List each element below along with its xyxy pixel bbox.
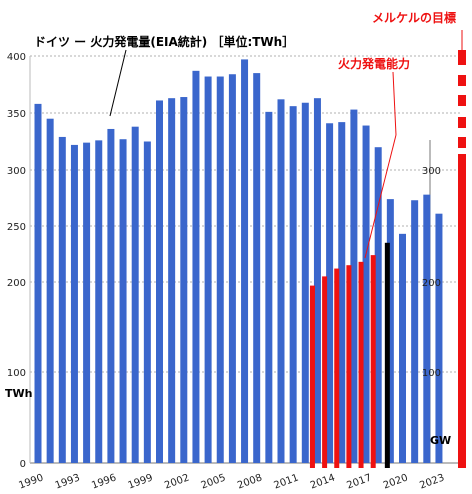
x-tick-1990: 1990	[17, 472, 45, 491]
merkel-dash-1	[458, 75, 466, 86]
bar-2015	[338, 122, 346, 464]
generation-bars	[34, 59, 443, 464]
left-tick-0: 0	[20, 459, 26, 470]
bar-2017	[362, 125, 370, 463]
x-tick-2020: 2020	[382, 472, 410, 491]
capacity-leader-line-2	[364, 134, 397, 259]
merkel-dash-4	[458, 137, 466, 148]
bar-2016	[350, 109, 358, 463]
x-tick-2002: 2002	[163, 472, 191, 491]
bar-1990	[34, 103, 42, 463]
bar-2022	[423, 194, 431, 463]
right-axis-label: GW	[430, 434, 451, 447]
bar-2002	[180, 97, 188, 463]
x-axis-ticks: 1990 1993 1996 1999 2002 2005 2008 2011 2014 2017…	[17, 472, 446, 491]
right-tick-100: 100	[422, 368, 441, 379]
bar-2000	[156, 100, 163, 464]
left-tick-300: 300	[7, 166, 26, 177]
left-tick-100: 100	[7, 368, 26, 379]
right-tick-300: 300	[422, 166, 441, 177]
merkel-target-marker	[458, 30, 466, 468]
bar-2004	[204, 76, 212, 464]
title-leader-line	[109, 49, 127, 117]
merkel-column	[458, 154, 466, 468]
bar-2007	[241, 59, 249, 464]
bar-1994	[83, 142, 91, 463]
bar-1991	[46, 118, 54, 463]
capacity-bar-2016	[346, 265, 352, 468]
capacity-bar-2015	[334, 268, 340, 468]
left-tick-400: 400	[7, 52, 26, 63]
bar-2019	[386, 199, 394, 463]
x-tick-2008: 2008	[236, 472, 264, 491]
capacity-annotation: 火力発電能力	[338, 56, 410, 71]
left-tick-250: 250	[7, 222, 26, 233]
bar-1992	[58, 136, 66, 463]
merkel-dash-0	[458, 50, 466, 65]
bar-2023	[435, 213, 443, 463]
bar-2009	[265, 111, 273, 464]
highlight-bar-2019	[384, 242, 390, 468]
chart-title: ドイツ ー 火力発電量(EIA統計) ［単位:TWh］	[34, 34, 294, 49]
bar-2010	[277, 99, 285, 463]
x-tick-2023: 2023	[418, 472, 446, 491]
merkel-dash-2	[458, 95, 466, 106]
bar-2012	[301, 102, 309, 464]
annotation-leader-lines	[109, 49, 397, 259]
x-tick-1993: 1993	[54, 472, 82, 491]
x-tick-2017: 2017	[345, 472, 373, 491]
capacity-bar-2014	[322, 276, 328, 468]
bar-2014	[326, 123, 334, 463]
bar-1993	[70, 144, 78, 464]
x-tick-2014: 2014	[309, 472, 337, 491]
x-tick-1996: 1996	[90, 472, 118, 491]
x-tick-2005: 2005	[200, 472, 228, 491]
left-axis-label: TWh	[5, 387, 32, 400]
merkel-dash-3	[458, 117, 466, 128]
bar-2021	[411, 200, 419, 464]
bar-1997	[119, 139, 127, 463]
merkel-annotation: メルケルの目標	[372, 10, 456, 25]
bar-2006	[228, 74, 236, 464]
bar-1995	[95, 140, 103, 464]
left-axis-ticks: 0 100 200 250 300 350 400	[7, 52, 26, 470]
left-tick-350: 350	[7, 109, 26, 120]
bar-1999	[143, 141, 151, 463]
capacity-leader-line-1	[392, 71, 397, 136]
right-tick-200: 200	[422, 278, 441, 289]
bar-2005	[216, 76, 224, 464]
capacity-bar-2017	[358, 261, 364, 468]
capacity-bar-2013	[309, 285, 315, 468]
left-tick-200: 200	[7, 278, 26, 289]
capacity-bar-2018	[370, 255, 376, 468]
bar-2013	[313, 98, 321, 464]
bar-2018	[374, 147, 382, 463]
right-axis-ticks: 100 200 300	[422, 166, 441, 379]
x-tick-2011: 2011	[272, 472, 300, 491]
bar-2001	[168, 98, 176, 464]
bar-1996	[107, 128, 115, 463]
capacity-bars	[309, 242, 390, 468]
bar-1998	[131, 126, 139, 464]
bar-2008	[253, 73, 261, 463]
x-tick-1999: 1999	[127, 472, 155, 491]
bar-2020	[399, 233, 406, 463]
bar-2003	[192, 70, 200, 463]
bar-2011	[289, 106, 297, 463]
